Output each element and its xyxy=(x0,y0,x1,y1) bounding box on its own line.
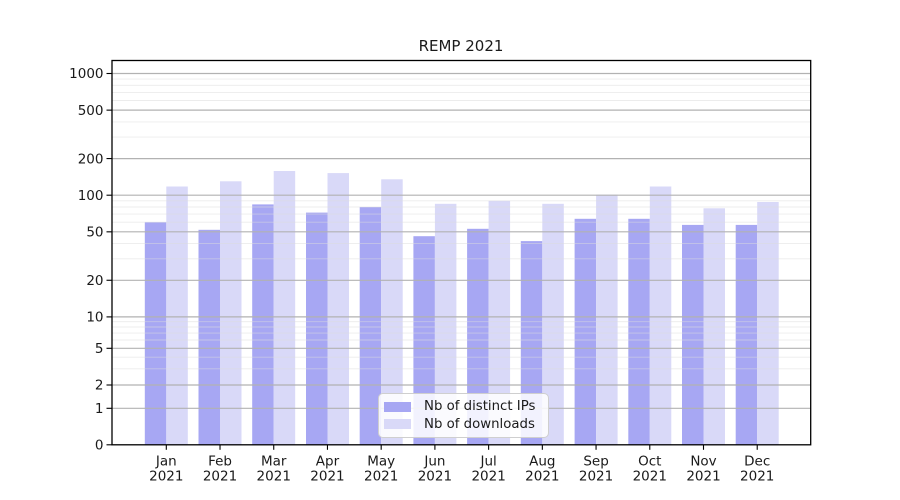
legend-item-distinct-ips: Nb of distinct IPs xyxy=(384,398,542,416)
legend-swatch-downloads xyxy=(384,419,411,430)
x-tick-label-month-jan: Jan xyxy=(155,454,177,470)
x-tick-label-month-sep: Sep xyxy=(583,454,608,470)
bar-nb-of-downloads-apr xyxy=(327,173,349,445)
x-tick-label-year-jun: 2021 xyxy=(418,469,452,485)
bar-nb-of-distinct-ips-sep xyxy=(574,218,597,445)
legend: Nb of distinct IPs Nb of downloads xyxy=(378,393,549,438)
axis-ticks-layer: 01251020501002005001000Jan2021Feb2021Mar… xyxy=(69,66,774,484)
x-tick-label-year-sep: 2021 xyxy=(579,469,613,485)
bar-nb-of-downloads-oct xyxy=(649,186,672,445)
bar-nb-of-downloads-jan xyxy=(166,186,188,445)
legend-label-distinct-ips: Nb of distinct IPs xyxy=(424,399,536,415)
x-tick-label-year-aug: 2021 xyxy=(525,469,559,485)
y-tick-label-2: 2 xyxy=(95,378,104,394)
bar-nb-of-downloads-sep xyxy=(596,194,618,445)
x-tick-label-month-jul: Jul xyxy=(479,454,496,470)
y-tick-label-500: 500 xyxy=(78,103,104,119)
y-tick-label-10: 10 xyxy=(86,310,103,326)
x-tick-label-year-may: 2021 xyxy=(364,469,398,485)
bar-nb-of-distinct-ips-jun xyxy=(413,236,435,445)
x-tick-label-month-jun: Jun xyxy=(423,454,445,470)
bar-nb-of-distinct-ips-apr xyxy=(306,212,328,445)
x-tick-label-year-apr: 2021 xyxy=(310,469,344,485)
x-tick-label-month-oct: Oct xyxy=(638,454,661,470)
y-tick-label-5: 5 xyxy=(95,341,104,357)
x-tick-label-year-oct: 2021 xyxy=(633,469,667,485)
x-tick-label-year-jan: 2021 xyxy=(149,469,183,485)
x-tick-label-year-dec: 2021 xyxy=(740,469,774,485)
x-tick-label-year-nov: 2021 xyxy=(686,469,720,485)
bar-nb-of-distinct-ips-jul xyxy=(467,228,489,445)
y-tick-label-1: 1 xyxy=(95,401,104,417)
bar-nb-of-downloads-mar xyxy=(273,171,296,445)
y-tick-label-200: 200 xyxy=(78,151,104,167)
y-tick-label-50: 50 xyxy=(86,225,103,241)
bar-nb-of-distinct-ips-oct xyxy=(628,218,650,445)
bar-nb-of-downloads-jul xyxy=(488,200,511,445)
bar-nb-of-downloads-feb xyxy=(220,181,242,445)
chart-title: REMP 2021 xyxy=(419,37,504,55)
bar-nb-of-downloads-may xyxy=(381,179,403,445)
x-tick-label-month-may: May xyxy=(367,454,395,470)
bar-nb-of-downloads-dec xyxy=(757,202,779,445)
plot-border xyxy=(111,59,812,446)
y-tick-label-100: 100 xyxy=(78,188,104,204)
bar-nb-of-distinct-ips-dec xyxy=(735,224,758,445)
x-tick-label-month-feb: Feb xyxy=(208,454,232,470)
legend-label-downloads: Nb of downloads xyxy=(424,416,535,432)
bar-nb-of-distinct-ips-feb xyxy=(198,229,220,445)
x-tick-label-month-apr: Apr xyxy=(316,454,340,470)
x-tick-label-month-dec: Dec xyxy=(744,454,770,470)
legend-swatch-distinct-ips xyxy=(384,401,411,412)
plot-frame xyxy=(111,59,812,446)
y-tick-label-0: 0 xyxy=(95,438,104,454)
bar-nb-of-distinct-ips-nov xyxy=(682,224,704,445)
x-tick-label-month-mar: Mar xyxy=(261,454,287,470)
x-tick-label-month-aug: Aug xyxy=(529,454,555,470)
x-tick-label-year-feb: 2021 xyxy=(203,469,237,485)
y-tick-label-20: 20 xyxy=(86,273,103,289)
y-tick-label-1000: 1000 xyxy=(69,66,103,82)
x-tick-label-year-jul: 2021 xyxy=(471,469,505,485)
x-tick-label-year-mar: 2021 xyxy=(257,469,291,485)
x-tick-label-month-nov: Nov xyxy=(690,454,716,470)
legend-item-downloads: Nb of downloads xyxy=(384,416,542,434)
